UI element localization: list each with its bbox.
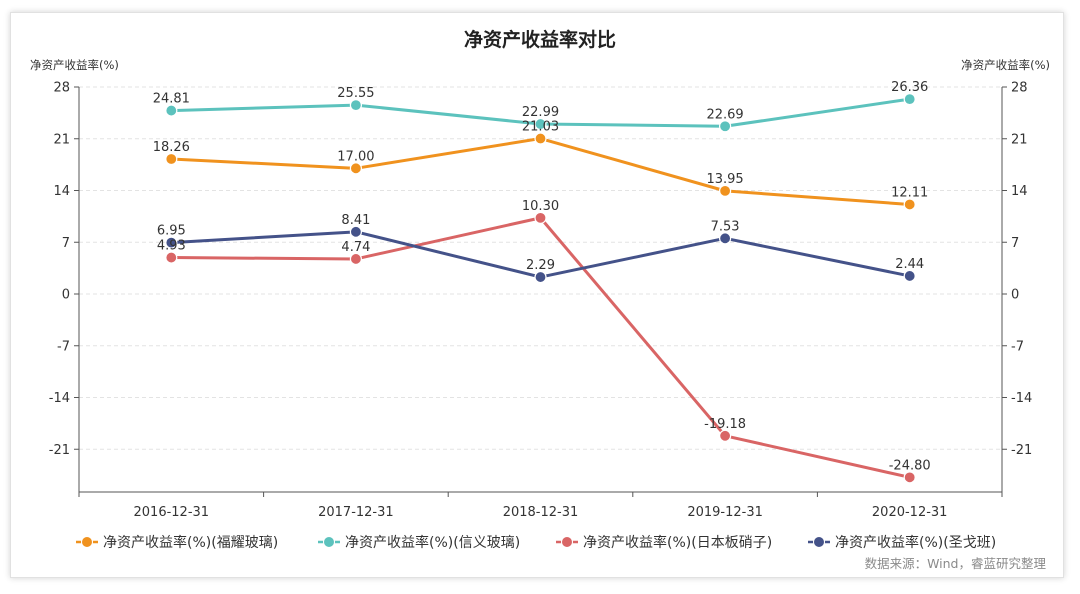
y-tick-label-right: 28 [1011,81,1028,96]
legend-label[interactable]: 净资产收益率(%)(福耀玻璃) [103,534,278,551]
data-label: 26.36 [891,80,928,95]
data-point [718,120,732,133]
legend-label[interactable]: 净资产收益率(%)(日本板硝子) [583,534,772,551]
data-label: 24.81 [153,92,190,107]
data-label: 6.95 [157,224,186,239]
data-point [349,252,362,266]
y-tick-label-right: 21 [1011,132,1028,147]
y-tick-label-left: 14 [53,184,70,199]
x-tick-label: 2020-12-31 [872,505,948,520]
x-tick-label: 2016-12-31 [134,505,210,520]
x-tick-label: 2019-12-31 [687,505,763,520]
y-tick-label-right: -7 [1011,339,1024,354]
data-point [718,429,732,442]
data-label: 10.30 [522,199,559,214]
data-point [534,270,547,284]
data-label: 25.55 [337,86,374,101]
data-point [903,471,916,484]
chart-title: 净资产收益率对比 [464,28,616,51]
data-label: 2.29 [526,258,555,273]
data-point [165,251,178,264]
data-point [165,104,178,117]
data-label: 7.53 [711,219,740,234]
y-axis-label-right: 净资产收益率(%) [961,58,1050,72]
y-axis-label-left: 净资产收益率(%) [30,58,119,72]
data-label: 8.41 [341,213,370,228]
data-label: 21.03 [522,120,559,135]
data-label: 13.95 [706,172,743,187]
chart-frame [10,12,1064,578]
data-point [903,198,916,211]
y-tick-label-left: -7 [57,339,70,354]
y-tick-label-left: 7 [62,236,70,251]
data-point [349,99,362,112]
data-label: 12.11 [891,185,928,200]
data-point [349,225,362,238]
y-tick-label-right: -14 [1011,391,1032,406]
x-tick-label: 2017-12-31 [318,505,394,520]
data-label: 18.26 [153,140,190,155]
y-tick-label-left: -21 [49,443,70,458]
y-tick-label-left: 21 [53,132,70,147]
y-tick-label-left: 28 [53,81,70,96]
y-tick-label-left: -14 [49,391,70,406]
data-point [534,132,547,145]
data-label: 22.69 [706,107,743,122]
legend-swatch-marker[interactable] [323,536,335,548]
data-label: 4.93 [157,239,186,254]
series-line [171,137,910,206]
data-point [903,269,916,283]
y-tick-label-right: 14 [1011,184,1028,199]
data-label: 4.74 [341,240,370,255]
data-label: 22.99 [522,105,559,120]
data-point [534,211,547,224]
y-tick-label-right: 0 [1011,288,1019,303]
legend-swatch-marker[interactable] [81,536,93,548]
data-label: 17.00 [337,149,374,164]
data-label: -24.80 [889,458,931,473]
source-note: 数据来源：Wind，睿蓝研究整理 [865,556,1047,571]
y-tick-label-left: 0 [62,288,70,303]
y-tick-label-right: 7 [1011,236,1019,251]
legend-label[interactable]: 净资产收益率(%)(信义玻璃) [345,534,520,551]
legend-label[interactable]: 净资产收益率(%)(圣戈班) [835,534,996,551]
data-label: -19.18 [704,417,746,432]
data-point [718,232,732,245]
data-point [534,117,547,131]
legend-swatch-marker[interactable] [813,536,825,548]
data-point [165,236,178,249]
series-line [171,216,911,479]
data-point [349,162,362,175]
legend-swatch-marker[interactable] [561,536,573,548]
data-point [165,152,178,166]
data-point [718,184,732,197]
x-tick-label: 2018-12-31 [503,505,579,520]
data-point [903,93,916,106]
y-tick-label-right: -21 [1011,443,1032,458]
data-label: 2.44 [895,257,924,272]
